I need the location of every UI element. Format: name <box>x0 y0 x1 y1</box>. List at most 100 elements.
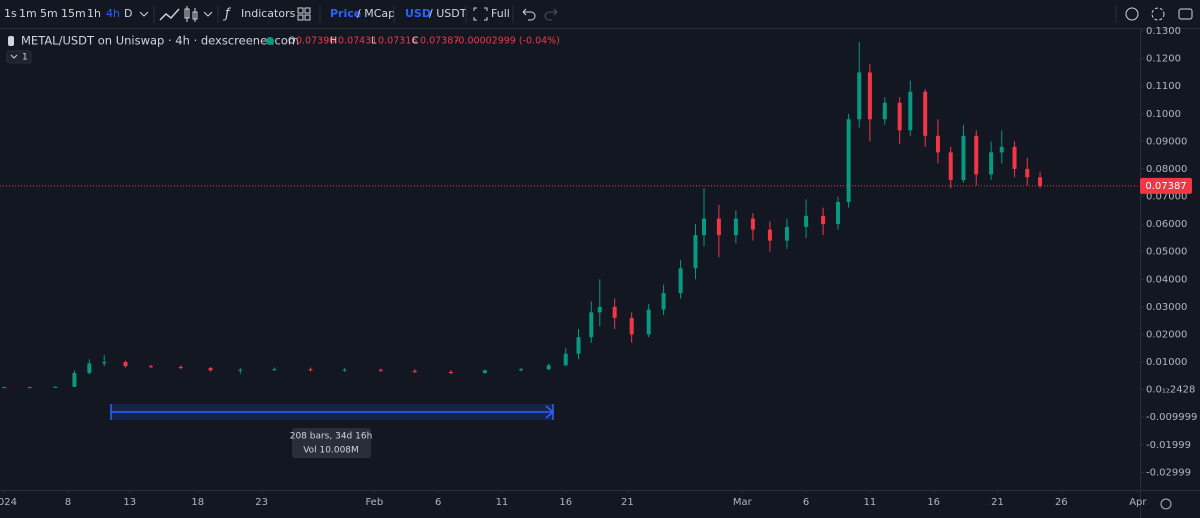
y-tick-label: 0.1300 <box>1146 26 1181 37</box>
y-tick-label: 0.03000 <box>1146 302 1187 313</box>
candle-body <box>27 387 32 389</box>
interval-button[interactable]: 15m <box>61 7 86 20</box>
candle-body <box>178 366 183 369</box>
x-tick-label: 23 <box>255 497 268 508</box>
candle-body <box>1025 168 1030 178</box>
y-tick-label: 0.1200 <box>1146 54 1181 65</box>
candle-body <box>701 218 706 236</box>
interval-button[interactable]: 1m <box>19 7 37 20</box>
candle-body <box>342 369 347 371</box>
candle-body <box>646 309 651 335</box>
candle-body <box>563 353 568 366</box>
axis-settings-icon[interactable] <box>1160 498 1172 510</box>
ohlc-label: O <box>288 36 295 47</box>
x-tick-label: 16 <box>927 497 940 508</box>
candle-body <box>597 306 602 313</box>
candle-body <box>546 365 551 370</box>
x-tick-label: 11 <box>864 497 877 508</box>
candle-body <box>961 135 966 180</box>
line-style-icon[interactable] <box>159 8 180 21</box>
pane-count: 1 <box>22 53 28 63</box>
candle-body <box>448 371 453 374</box>
candle-body <box>482 370 487 374</box>
chevron[interactable] <box>10 54 18 59</box>
candle-style-icon[interactable] <box>184 6 198 22</box>
ohlc-label: L <box>371 36 377 47</box>
measure-arrowhead <box>545 404 555 420</box>
fullscreen-icon[interactable] <box>473 7 488 21</box>
candle-body <box>767 229 772 241</box>
redo-button[interactable] <box>544 8 558 21</box>
layout-icon[interactable] <box>297 7 311 21</box>
y-tick-label: 0.07000 <box>1146 192 1187 203</box>
chevron[interactable] <box>203 11 213 17</box>
x-tick-label: 16 <box>559 497 572 508</box>
candle-body <box>72 373 77 387</box>
candle-body <box>693 235 698 269</box>
last-price-label: 0.07387 <box>1145 181 1186 192</box>
settings-icon[interactable] <box>1151 7 1165 21</box>
interval-button[interactable]: 5m <box>40 7 58 20</box>
y-tick-label: 0.06000 <box>1146 219 1187 230</box>
x-tick-label: 21 <box>621 497 634 508</box>
y-tick-label: 0.01000 <box>1146 357 1187 368</box>
indicators-icon[interactable]: ƒ <box>222 7 232 22</box>
y-tick-label: 0.1100 <box>1146 81 1181 92</box>
x-tick-label: 2024 <box>0 497 17 508</box>
x-tick-label: 6 <box>803 497 809 508</box>
candle-body <box>576 337 581 354</box>
y-tick-label: -0.009999 <box>1146 412 1197 423</box>
candle-body <box>53 386 58 388</box>
x-tick-label: 21 <box>991 497 1004 508</box>
ohlc-value: 0.07316 <box>378 36 417 47</box>
interval-button[interactable]: 1s <box>4 7 17 20</box>
y-tick-label: 0.09000 <box>1146 136 1187 147</box>
interval-button[interactable]: 4h <box>106 7 120 20</box>
indicators-button[interactable]: Indicators <box>241 7 296 20</box>
candle-body <box>661 293 666 310</box>
measure-volume: Vol 10.008M <box>303 446 359 456</box>
candle-body <box>612 306 617 318</box>
candle-body <box>923 91 928 136</box>
candle-body <box>974 135 979 175</box>
candle-body <box>412 370 417 372</box>
mcap-toggle[interactable]: / MCap <box>357 7 395 20</box>
alert-icon[interactable] <box>1125 7 1139 21</box>
y-tick-label: 0.08000 <box>1146 164 1187 175</box>
y-tick-label: 0.1000 <box>1146 109 1181 120</box>
candle-body <box>948 152 953 180</box>
symbol-title: METAL/USDT on Uniswap · 4h · dexscreener… <box>21 34 299 48</box>
x-tick-label: Mar <box>733 497 753 508</box>
y-tick-label: 0.0₁₂2428 <box>1146 385 1195 396</box>
candle-body <box>629 317 634 335</box>
measure-tool: 208 bars, 34d 16h Vol 10.008M <box>110 404 555 458</box>
snapshot-icon[interactable] <box>1178 8 1193 20</box>
candle-body <box>821 215 826 225</box>
x-tick-label: 8 <box>65 497 71 508</box>
price-toggle[interactable]: Price <box>330 7 361 20</box>
y-tick-label: 0.02000 <box>1146 329 1187 340</box>
x-tick-label: Apr <box>1129 497 1147 508</box>
candle-body <box>238 369 243 371</box>
candle-body <box>2 387 7 389</box>
pane-toggle[interactable] <box>6 50 32 64</box>
interval-button[interactable]: D <box>124 7 132 20</box>
candle-body <box>897 102 902 131</box>
usd-toggle[interactable]: USD <box>405 7 431 20</box>
y-tick-label: -0.02999 <box>1146 467 1191 478</box>
candle-body <box>208 368 213 371</box>
interval-button[interactable]: 1h <box>87 7 101 20</box>
y-tick-label: -0.01999 <box>1146 440 1191 451</box>
token-icon <box>8 36 14 46</box>
candle-body <box>999 146 1004 153</box>
ohlc-label: H <box>330 36 337 47</box>
ohlc-value: 0.07387 <box>420 36 459 47</box>
undo-button[interactable] <box>522 8 536 21</box>
candle-body <box>589 312 594 338</box>
chevron[interactable] <box>139 11 149 17</box>
full-button[interactable]: Full <box>491 7 510 20</box>
status-dot <box>266 37 274 45</box>
usdt-toggle[interactable]: / USDT <box>429 7 467 20</box>
